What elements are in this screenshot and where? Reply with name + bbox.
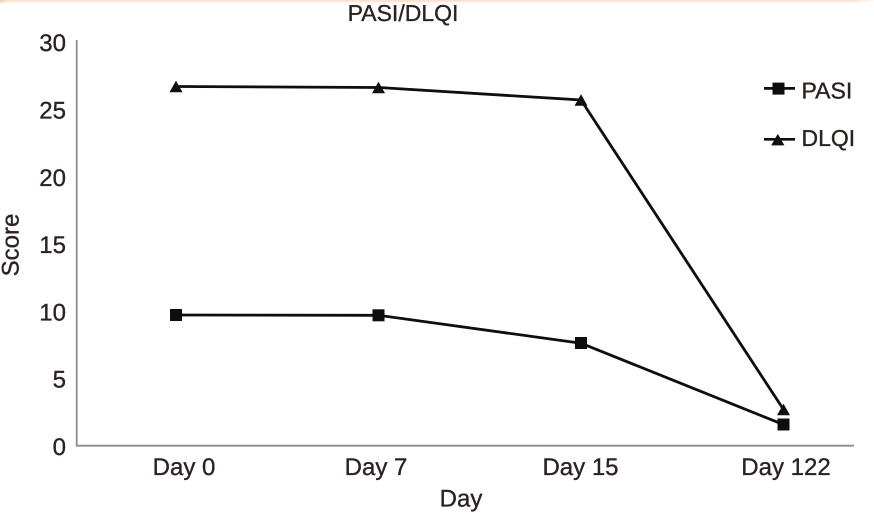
svg-text:15: 15 [39,232,66,259]
svg-text:Day 7: Day 7 [345,454,408,481]
svg-text:Score: Score [0,214,25,277]
svg-text:PASI: PASI [802,77,853,103]
svg-text:Day 122: Day 122 [741,454,830,481]
svg-text:PASI/DLQI: PASI/DLQI [348,0,459,26]
svg-text:20: 20 [39,165,66,192]
svg-text:10: 10 [39,299,66,326]
svg-text:Day 15: Day 15 [542,454,618,481]
svg-text:30: 30 [39,30,66,57]
svg-text:25: 25 [39,98,66,125]
svg-text:Day: Day [440,486,483,513]
svg-text:Day 0: Day 0 [153,454,216,481]
svg-text:0: 0 [53,434,66,461]
svg-text:DLQI: DLQI [802,125,856,151]
svg-text:5: 5 [53,367,66,394]
